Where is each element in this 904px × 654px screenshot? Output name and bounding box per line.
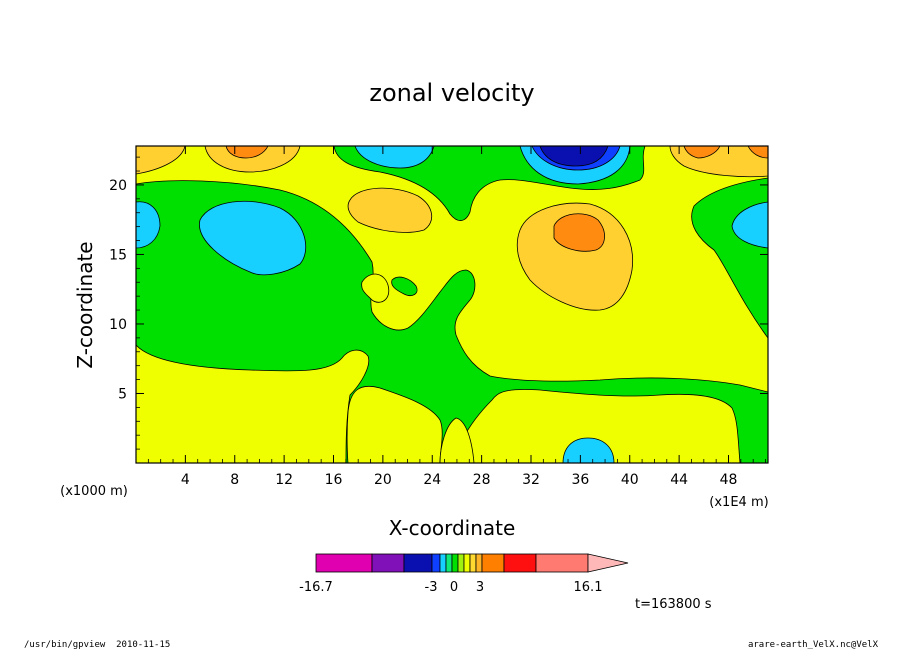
contour-region-yellow-bl bbox=[136, 344, 370, 463]
contour-region-darkblue-top bbox=[539, 146, 609, 167]
contour-region-cyan-leftedge bbox=[136, 201, 161, 249]
x-tick-label: 36 bbox=[571, 472, 589, 488]
contour-region-gold-mid bbox=[347, 187, 432, 233]
contour-region-orange-topright-edge bbox=[747, 146, 768, 159]
x-tick-label: 48 bbox=[720, 472, 738, 488]
colorbar-segment bbox=[481, 553, 505, 573]
colorbar-segment bbox=[535, 553, 589, 573]
time-label: t=163800 s bbox=[635, 597, 712, 612]
contour-region-cyan-left bbox=[199, 200, 307, 276]
colorbar-segment bbox=[503, 553, 537, 573]
colorbar-segment bbox=[439, 553, 447, 573]
contour-region-orange-topright bbox=[683, 146, 721, 159]
y-tick-label: 10 bbox=[109, 317, 127, 333]
contour-region-orange-right bbox=[553, 213, 605, 252]
colorbar-extension-triangle bbox=[587, 553, 629, 573]
chart-title: zonal velocity bbox=[369, 79, 534, 107]
y-tick-label: 5 bbox=[118, 386, 127, 402]
colorbar-segment bbox=[451, 553, 459, 573]
x-unit-right: (x1E4 m) bbox=[709, 495, 768, 510]
plot-frame bbox=[135, 145, 769, 464]
x-tick-label: 40 bbox=[621, 472, 639, 488]
y-axis-ticks: 5 10 15 20 bbox=[109, 156, 768, 450]
x-tick-label: 24 bbox=[423, 472, 441, 488]
x-tick-label: 12 bbox=[275, 472, 293, 488]
contour-region-cyan-bottom bbox=[562, 437, 615, 463]
x-tick-label: 28 bbox=[473, 472, 491, 488]
colorbar-segment bbox=[457, 553, 465, 573]
x-tick-label: 8 bbox=[230, 472, 239, 488]
colorbar-segment bbox=[475, 553, 483, 573]
contour-region-gold-top-center bbox=[204, 146, 301, 173]
colorbar-label-pos: 3 bbox=[476, 580, 484, 595]
x-tick-label: 20 bbox=[374, 472, 392, 488]
x-tick-label: 44 bbox=[670, 472, 688, 488]
colorbar-segment bbox=[371, 553, 405, 573]
x-unit-left: (x1000 m) bbox=[60, 484, 128, 499]
contour-region-green-island-1 bbox=[391, 276, 418, 296]
contour-region-yellow-notch bbox=[361, 273, 390, 303]
colorbar-label-zero: 0 bbox=[450, 580, 458, 595]
contour-region-cyan-topleft bbox=[354, 146, 435, 169]
colorbar-segment bbox=[431, 553, 441, 573]
x-tick-label: 16 bbox=[325, 472, 343, 488]
colorbar-segment bbox=[445, 553, 453, 573]
colorbar bbox=[315, 553, 629, 573]
colorbar-segment bbox=[469, 553, 477, 573]
x-tick-label: 32 bbox=[522, 472, 540, 488]
contour-region-cyan-rightedge bbox=[731, 201, 768, 249]
y-axis-label: Z-coordinate bbox=[73, 241, 97, 368]
x-axis-label: X-coordinate bbox=[389, 516, 516, 540]
contour-region-orange-top-center bbox=[225, 146, 269, 159]
colorbar-segment bbox=[463, 553, 471, 573]
contour-field bbox=[136, 146, 768, 463]
colorbar-segment bbox=[315, 553, 373, 573]
footer-right: arare-earth_VelX.nc@VelX bbox=[747, 640, 878, 650]
footer-left: /usr/bin/gpview 2010-11-15 bbox=[24, 640, 171, 650]
colorbar-min-label: -16.7 bbox=[299, 580, 333, 595]
x-axis-ticks: 4 8 12 16 20 24 28 32 36 40 44 48 bbox=[147, 146, 766, 488]
y-tick-label: 20 bbox=[109, 178, 127, 194]
contour-region-yellow-finger bbox=[439, 417, 475, 463]
colorbar-segment bbox=[403, 553, 433, 573]
y-tick-label: 15 bbox=[109, 247, 127, 263]
x-tick-label: 4 bbox=[181, 472, 190, 488]
colorbar-label-neg: -3 bbox=[425, 580, 438, 595]
colorbar-max-label: 16.1 bbox=[574, 580, 603, 595]
